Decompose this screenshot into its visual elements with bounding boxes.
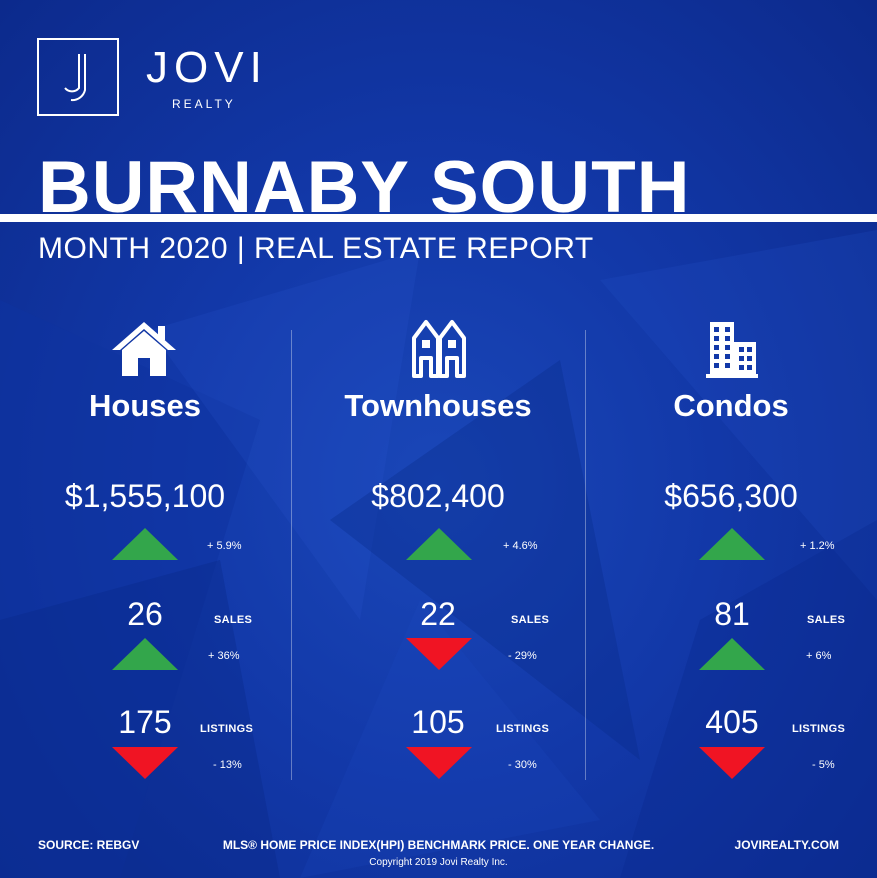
sales-change-arrow-up-icon xyxy=(112,638,178,670)
benchmark-price: $802,400 xyxy=(371,478,505,514)
listings-count: 175 xyxy=(118,704,172,740)
page-title: BURNABY SOUTH xyxy=(38,147,691,228)
price-change: + 4.6% xyxy=(503,540,538,552)
brand-name: JOVI xyxy=(146,43,268,92)
house-icon xyxy=(112,322,176,376)
page-subtitle: MONTH 2020 | REAL ESTATE REPORT xyxy=(38,232,594,265)
listings-change: - 30% xyxy=(508,759,537,771)
listings-label: LISTINGS xyxy=(200,723,254,735)
price-change: + 1.2% xyxy=(800,540,835,552)
sales-label: SALES xyxy=(511,614,550,626)
sales-change: + 36% xyxy=(208,650,240,662)
sales-label: SALES xyxy=(214,614,253,626)
condos-column: Condos $656,300 + 1.2% 81 SALES + 6% 405… xyxy=(586,316,877,786)
copyright-text: Copyright 2019 Jovi Realty Inc. xyxy=(369,857,508,868)
listings-change-arrow-down-icon xyxy=(112,747,178,779)
sales-change: - 29% xyxy=(508,650,537,662)
logo-box xyxy=(37,38,119,116)
townhouses-column: Townhouses $802,400 + 4.6% 22 SALES - 29… xyxy=(292,316,584,786)
price-change-arrow-up-icon xyxy=(699,528,765,560)
column-divider xyxy=(585,330,586,780)
sales-change-arrow-down-icon xyxy=(406,638,472,670)
column-title: Townhouses xyxy=(344,388,532,423)
title-underline-bar xyxy=(0,214,877,222)
sales-count: 26 xyxy=(127,596,163,632)
sales-count: 81 xyxy=(714,596,750,632)
listings-change: - 13% xyxy=(213,759,242,771)
sales-change: + 6% xyxy=(806,650,832,662)
column-title: Houses xyxy=(89,388,201,423)
listings-label: LISTINGS xyxy=(496,723,550,735)
column-divider xyxy=(291,330,292,780)
listings-change-arrow-down-icon xyxy=(406,747,472,779)
listings-count: 405 xyxy=(705,704,759,740)
benchmark-price: $1,555,100 xyxy=(64,478,226,514)
price-change-arrow-up-icon xyxy=(112,528,178,560)
listings-count: 105 xyxy=(411,704,465,740)
sales-label: SALES xyxy=(807,614,846,626)
sales-count: 22 xyxy=(420,596,456,632)
listings-change-arrow-down-icon xyxy=(699,747,765,779)
column-title: Condos xyxy=(673,388,789,423)
logo-j-icon xyxy=(64,54,86,102)
source-note: SOURCE: REBGV xyxy=(38,838,140,852)
website-link[interactable]: JOVIREALTY.COM xyxy=(734,838,839,852)
brand-subtitle: REALTY xyxy=(172,97,236,111)
listings-change: - 5% xyxy=(812,759,835,771)
townhouse-icon xyxy=(412,320,466,378)
houses-column: Houses $1,555,100 + 5.9% 26 SALES + 36% … xyxy=(0,316,292,786)
methodology-note: MLS® HOME PRICE INDEX(HPI) BENCHMARK PRI… xyxy=(222,838,655,852)
condo-building-icon xyxy=(706,322,758,378)
benchmark-price: $656,300 xyxy=(664,478,798,514)
listings-label: LISTINGS xyxy=(792,723,846,735)
sales-change-arrow-up-icon xyxy=(699,638,765,670)
price-change: + 5.9% xyxy=(207,540,242,552)
price-change-arrow-up-icon xyxy=(406,528,472,560)
